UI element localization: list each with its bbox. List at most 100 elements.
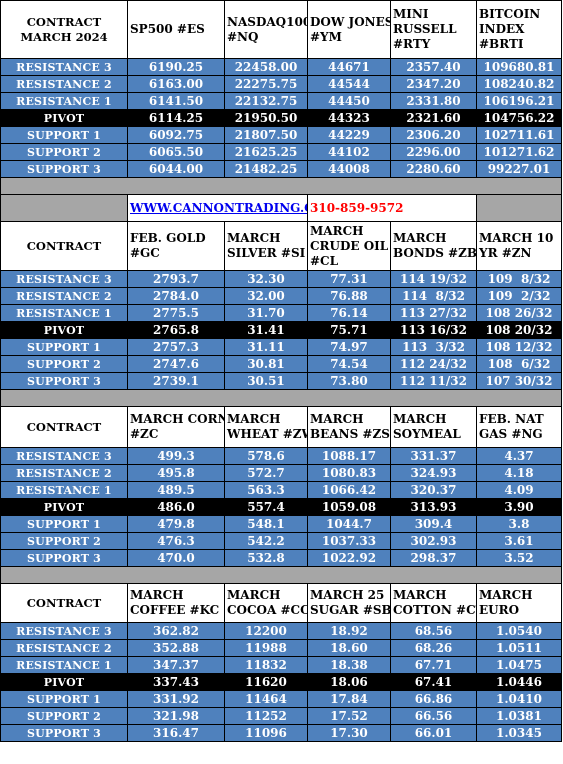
level-value: 21950.50 <box>224 109 308 127</box>
level-value: 108 20/32 <box>476 321 562 339</box>
level-label: RESISTANCE 2 <box>0 464 128 482</box>
section-separator <box>0 177 562 195</box>
section-separator <box>0 566 562 584</box>
level-value: 30.51 <box>224 372 308 390</box>
level-label: RESISTANCE 3 <box>0 622 128 640</box>
instrument-header-cell: BITCOIN INDEX #BRTI <box>476 0 562 59</box>
level-value: 11832 <box>224 656 308 674</box>
level-value: 44008 <box>307 160 391 178</box>
level-value: 331.37 <box>390 447 477 465</box>
level-label: SUPPORT 3 <box>0 160 128 178</box>
level-value: 298.37 <box>390 549 477 567</box>
section-header-row: CONTRACT MARCH COFFEE #KC MARCH COCOA #CC MAR… <box>0 583 562 623</box>
level-value: 2357.40 <box>390 58 477 76</box>
level-value: 108240.82 <box>476 75 562 93</box>
level-value: 44229 <box>307 126 391 144</box>
level-value: 1.0446 <box>476 673 562 691</box>
level-value: 2757.3 <box>127 338 225 356</box>
level-value: 113 16/32 <box>390 321 477 339</box>
instrument-header-cell: MARCH BONDS #ZB <box>390 221 477 271</box>
level-value: 76.14 <box>307 304 391 322</box>
level-value: 572.7 <box>224 464 308 482</box>
level-row: RESISTANCE 1 2775.5 31.70 76.14 113 27/32 108… <box>0 304 562 322</box>
level-value: 1.0381 <box>476 707 562 725</box>
level-value: 499.3 <box>127 447 225 465</box>
level-value: 320.37 <box>390 481 477 499</box>
level-value: 114 8/32 <box>390 287 477 305</box>
level-value: 73.80 <box>307 372 391 390</box>
level-value: 2784.0 <box>127 287 225 305</box>
level-label: RESISTANCE 2 <box>0 639 128 657</box>
level-value: 4.18 <box>476 464 562 482</box>
instrument-header-cell: MARCH EURO <box>476 583 562 623</box>
level-row: SUPPORT 1 331.92 11464 17.84 66.86 1.0410 <box>0 690 562 708</box>
level-value: 108 26/32 <box>476 304 562 322</box>
level-value: 18.60 <box>307 639 391 657</box>
level-label: SUPPORT 3 <box>0 549 128 567</box>
level-value: 4.09 <box>476 481 562 499</box>
instrument-header-cell: MARCH SILVER #SI <box>224 221 308 271</box>
level-value: 2775.5 <box>127 304 225 322</box>
level-label: RESISTANCE 1 <box>0 656 128 674</box>
level-row: RESISTANCE 2 2784.0 32.00 76.88 114 8/32 109 … <box>0 287 562 305</box>
level-row: RESISTANCE 3 362.82 12200 18.92 68.56 1.0540 <box>0 622 562 640</box>
level-value: 106196.21 <box>476 92 562 110</box>
level-value: 352.88 <box>127 639 225 657</box>
level-value: 6092.75 <box>127 126 225 144</box>
level-value: 1.0511 <box>476 639 562 657</box>
level-value: 3.8 <box>476 515 562 533</box>
level-value: 3.90 <box>476 498 562 516</box>
level-label: SUPPORT 2 <box>0 355 128 373</box>
level-label: SUPPORT 3 <box>0 724 128 742</box>
level-value: 2280.60 <box>390 160 477 178</box>
level-label: SUPPORT 1 <box>0 515 128 533</box>
instrument-header-cell: MARCH CRUDE OIL #CL <box>307 221 391 271</box>
instrument-header-cell: MARCH COTTON #CT <box>390 583 477 623</box>
level-label: SUPPORT 1 <box>0 690 128 708</box>
level-label: RESISTANCE 2 <box>0 75 128 93</box>
level-label: PIVOT <box>0 321 128 339</box>
instrument-header-cell: FEB. NAT GAS #NG <box>476 406 562 448</box>
level-row: RESISTANCE 3 2793.7 32.30 77.31 114 19/32 109… <box>0 270 562 288</box>
level-value: 3.61 <box>476 532 562 550</box>
level-value: 321.98 <box>127 707 225 725</box>
level-value: 486.0 <box>127 498 225 516</box>
level-value: 1066.42 <box>307 481 391 499</box>
level-row: SUPPORT 2 321.98 11252 17.52 66.56 1.0381 <box>0 707 562 725</box>
level-label: RESISTANCE 1 <box>0 481 128 499</box>
level-value: 557.4 <box>224 498 308 516</box>
level-value: 11620 <box>224 673 308 691</box>
level-value: 563.3 <box>224 481 308 499</box>
level-value: 489.5 <box>127 481 225 499</box>
level-value: 108 6/32 <box>476 355 562 373</box>
level-row: RESISTANCE 2 352.88 11988 18.60 68.26 1.0511 <box>0 639 562 657</box>
level-value: 1022.92 <box>307 549 391 567</box>
instrument-header-cell: MARCH COCOA #CC <box>224 583 308 623</box>
level-value: 495.8 <box>127 464 225 482</box>
level-value: 11252 <box>224 707 308 725</box>
level-value: 1.0345 <box>476 724 562 742</box>
level-value: 18.06 <box>307 673 391 691</box>
level-value: 6065.50 <box>127 143 225 161</box>
level-value: 11988 <box>224 639 308 657</box>
level-value: 44544 <box>307 75 391 93</box>
level-value: 44323 <box>307 109 391 127</box>
level-value: 31.41 <box>224 321 308 339</box>
instrument-header-cell: DOW JONES #YM <box>307 0 391 59</box>
level-value: 66.56 <box>390 707 477 725</box>
instrument-header-cell: MARCH 10 YR #ZN <box>476 221 562 271</box>
instrument-header-cell: MARCH COFFEE #KC <box>127 583 225 623</box>
level-row: SUPPORT 3 2739.1 30.51 73.80 112 11/32 107 30… <box>0 372 562 390</box>
level-value: 32.30 <box>224 270 308 288</box>
website-link[interactable]: WWW.CANNONTRADING.COM <box>127 194 308 222</box>
level-value: 18.38 <box>307 656 391 674</box>
phone-number: 310-859-9572 <box>307 194 477 222</box>
level-value: 21807.50 <box>224 126 308 144</box>
pivot-row: PIVOT 6114.25 21950.50 44323 2321.60 104756.2… <box>0 109 562 127</box>
level-row: RESISTANCE 2 495.8 572.7 1080.83 324.93 4.18 <box>0 464 562 482</box>
level-value: 479.8 <box>127 515 225 533</box>
level-value: 31.11 <box>224 338 308 356</box>
section-header-row: CONTRACT FEB. GOLD #GC MARCH SILVER #SI MARCH… <box>0 221 562 271</box>
level-value: 102711.61 <box>476 126 562 144</box>
level-row: SUPPORT 2 6065.50 21625.25 44102 2296.00 1012… <box>0 143 562 161</box>
